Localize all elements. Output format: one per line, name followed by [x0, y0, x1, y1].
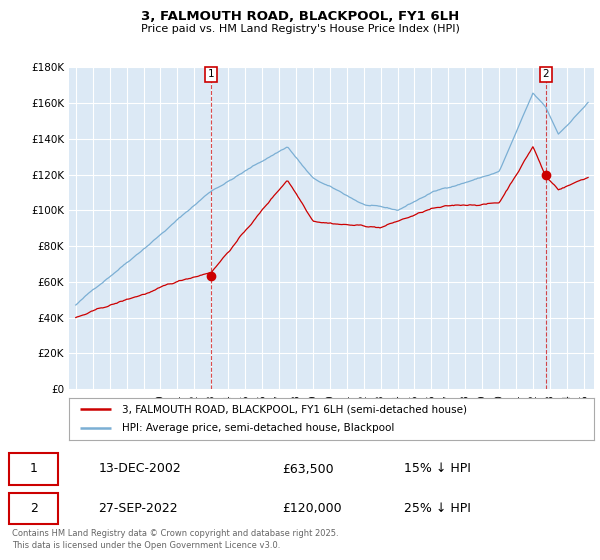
FancyBboxPatch shape: [9, 493, 58, 524]
Text: 2: 2: [542, 69, 549, 80]
Text: 3, FALMOUTH ROAD, BLACKPOOL, FY1 6LH (semi-detached house): 3, FALMOUTH ROAD, BLACKPOOL, FY1 6LH (se…: [121, 404, 467, 414]
Text: 25% ↓ HPI: 25% ↓ HPI: [404, 502, 470, 515]
Text: 15% ↓ HPI: 15% ↓ HPI: [404, 463, 470, 475]
Text: Price paid vs. HM Land Registry's House Price Index (HPI): Price paid vs. HM Land Registry's House …: [140, 24, 460, 34]
Text: 2: 2: [30, 502, 38, 515]
Text: 1: 1: [208, 69, 215, 80]
Text: HPI: Average price, semi-detached house, Blackpool: HPI: Average price, semi-detached house,…: [121, 423, 394, 433]
Text: £120,000: £120,000: [283, 502, 343, 515]
Text: Contains HM Land Registry data © Crown copyright and database right 2025.
This d: Contains HM Land Registry data © Crown c…: [12, 529, 338, 550]
Text: 27-SEP-2022: 27-SEP-2022: [98, 502, 178, 515]
Text: £63,500: £63,500: [283, 463, 334, 475]
Text: 3, FALMOUTH ROAD, BLACKPOOL, FY1 6LH: 3, FALMOUTH ROAD, BLACKPOOL, FY1 6LH: [141, 10, 459, 22]
Text: 1: 1: [30, 463, 38, 475]
Text: 13-DEC-2002: 13-DEC-2002: [98, 463, 181, 475]
FancyBboxPatch shape: [9, 454, 58, 484]
